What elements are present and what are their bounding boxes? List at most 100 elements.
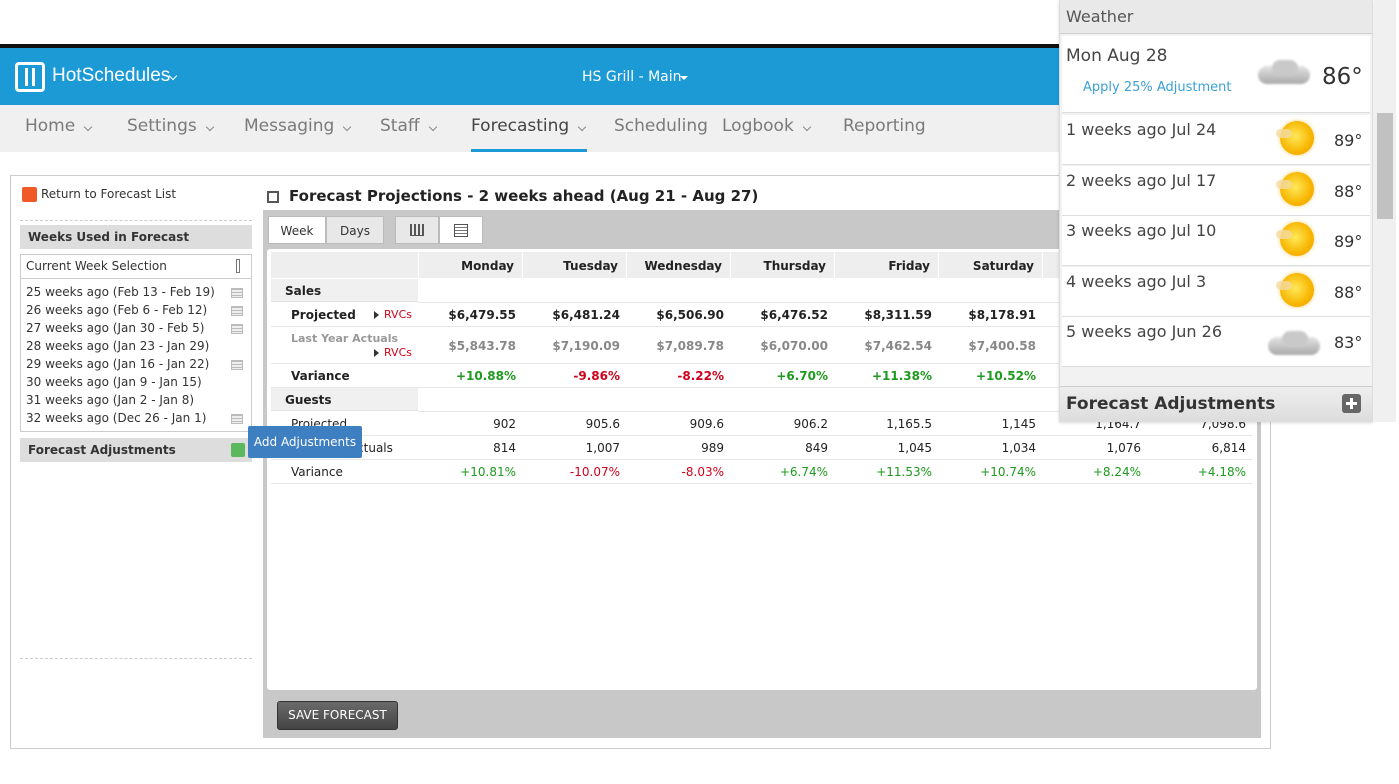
cloud-icon [1272, 60, 1298, 76]
doc-icon [231, 360, 243, 370]
link-arrow [374, 349, 379, 357]
doc-icon [231, 324, 243, 334]
weather-add-button[interactable] [1342, 394, 1361, 413]
weather-adj-bar [1060, 386, 1372, 421]
caret [680, 76, 688, 80]
week-item: 30 weeks ago (Jan 9 - Jan 15) [26, 375, 202, 389]
nav-item[interactable]: Settings [127, 116, 197, 136]
cell-value: +10.74% [980, 465, 1036, 479]
sun-cloud [1276, 230, 1292, 239]
rvc-link[interactable]: RVCs [384, 308, 412, 321]
scroll-thumb [1377, 113, 1393, 219]
chart-icon [410, 224, 424, 236]
brand[interactable]: HotSchedules [52, 65, 171, 86]
sun-cloud [1276, 280, 1292, 290]
cell-value: -10.07% [569, 465, 620, 479]
cloud-icon [1282, 331, 1308, 347]
cell-value: $6,476.52 [760, 308, 828, 322]
cell-value: $8,178.91 [968, 308, 1036, 322]
col-head-cell [731, 252, 834, 278]
section-title: Weeks Used in Forecast [28, 230, 190, 244]
return-link[interactable]: Return to Forecast List [41, 187, 177, 201]
cell-value: 989 [701, 441, 724, 455]
cell-value: +6.70% [776, 369, 828, 383]
chart-view-button[interactable] [395, 216, 439, 244]
history-label: 5 weeks ago Jun 26 [1066, 322, 1223, 341]
cell-value: -8.03% [681, 465, 724, 479]
row-line [271, 387, 1252, 388]
cell-value: $5,843.78 [448, 339, 516, 353]
section-label: Sales [285, 284, 322, 298]
nav-item[interactable]: Scheduling [614, 116, 708, 136]
weather-adj-title: Forecast Adjustments [1066, 394, 1276, 414]
today-date: Mon Aug 28 [1066, 46, 1168, 66]
weather-title: Weather [1066, 7, 1134, 26]
nav-item[interactable]: Reporting [843, 116, 926, 136]
row-label: Projected [291, 308, 356, 322]
section-row [271, 279, 418, 302]
cell-value: -8.22% [677, 369, 724, 383]
col-head: Monday [461, 259, 514, 273]
main-title: Forecast Projections - 2 weeks ahead (Au… [289, 187, 759, 205]
today-row [1062, 36, 1370, 113]
adj-header [20, 438, 252, 462]
apply-link[interactable]: Apply 25% Adjustment [1083, 80, 1232, 95]
sun-icon [1280, 121, 1314, 155]
row-line [271, 483, 1252, 484]
history-row [1062, 266, 1370, 317]
nav-item[interactable]: Forecasting [471, 116, 570, 136]
cell-value: 6,814 [1211, 441, 1246, 455]
nav-item[interactable]: Staff [380, 116, 420, 136]
week-item: 31 weeks ago (Jan 2 - Jan 8) [26, 393, 195, 407]
return-icon [22, 187, 37, 202]
section-label: Guests [285, 393, 332, 407]
nav-item[interactable]: Messaging [244, 116, 335, 136]
history-temp: 89° [1334, 131, 1363, 150]
history-row [1062, 115, 1370, 165]
rvc-link[interactable]: RVCs [384, 346, 412, 359]
col-head-cell [835, 252, 938, 278]
cell-value: +8.24% [1092, 465, 1141, 479]
plus-v [1350, 398, 1353, 409]
cell-value: $6,479.55 [448, 308, 516, 322]
logo-bar [25, 68, 35, 86]
nav-item[interactable]: Logbook [722, 116, 794, 136]
history-temp: 83° [1334, 333, 1363, 352]
col-head: Thursday [763, 259, 826, 273]
cell-value: $8,311.59 [864, 308, 932, 322]
save-button[interactable]: SAVE FORECAST [277, 701, 398, 730]
adj-title: Forecast Adjustments [28, 443, 176, 457]
cell-value: 1,165.5 [886, 417, 932, 431]
week-item: 25 weeks ago (Feb 13 - Feb 19) [26, 285, 215, 299]
history-temp: 89° [1334, 232, 1363, 251]
nav-item[interactable]: Home [25, 116, 76, 136]
cell-value: $7,400.58 [968, 339, 1036, 353]
sun-cloud [1276, 129, 1292, 138]
cell-value: +4.18% [1197, 465, 1246, 479]
sun-icon [1280, 272, 1314, 307]
link-arrow [374, 311, 379, 319]
cell-value: 902 [493, 417, 516, 431]
location[interactable]: HS Grill - Main [582, 69, 682, 85]
history-label: 2 weeks ago Jul 17 [1066, 170, 1217, 190]
cell-value: 1,076 [1106, 441, 1141, 455]
cell-value: 1,007 [585, 441, 620, 455]
view-tab[interactable]: Week [268, 216, 326, 244]
row-line [418, 302, 1252, 303]
history-row [1062, 165, 1370, 216]
divider [20, 658, 252, 659]
cell-value: 814 [493, 441, 516, 455]
week-item: 28 weeks ago (Jan 23 - Jan 29) [26, 339, 210, 353]
label-col-head [271, 252, 418, 278]
col-head: Wednesday [644, 259, 722, 273]
grid-view-button[interactable] [439, 216, 483, 244]
cell-value: $7,462.54 [864, 339, 932, 353]
section-row [271, 388, 418, 411]
history-temp: 88° [1334, 282, 1363, 302]
view-tab[interactable]: Days [326, 216, 384, 244]
cell-value: +6.74% [779, 465, 828, 479]
add-button[interactable] [231, 443, 245, 457]
divider [20, 220, 252, 221]
doc-icon [231, 414, 243, 424]
cell-value: +10.81% [460, 465, 516, 479]
